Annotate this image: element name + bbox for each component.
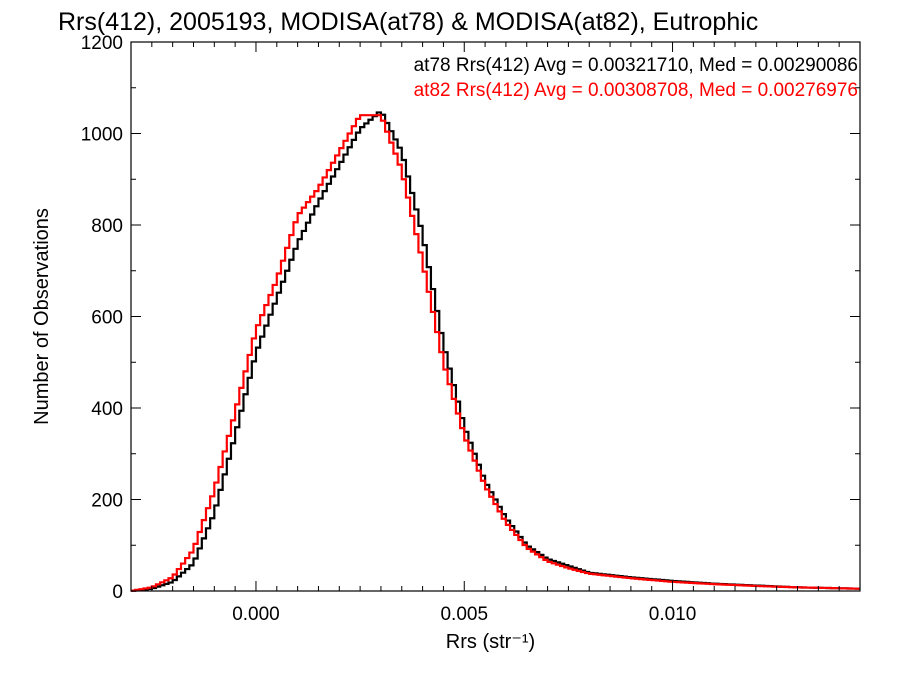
y-tick-label: 600 (91, 308, 123, 329)
series-at78-histogram (131, 111, 860, 592)
tick-layer: 0 200 400 600 800 1000 1200 0.000 0.005 0.010 (81, 33, 860, 625)
y-tick-label: 1000 (81, 125, 123, 146)
legend-entry-at78: at78 Rrs(412) Avg = 0.00321710, Med = 0.… (414, 55, 858, 76)
legend-entry-at82: at82 Rrs(412) Avg = 0.00308708, Med = 0.… (414, 80, 858, 101)
series-at82-histogram (131, 114, 860, 592)
y-tick-label: 1200 (81, 33, 123, 54)
series-layer (131, 111, 860, 592)
y-tick-label: 0 (112, 582, 123, 603)
x-tick-label: 0.000 (232, 604, 280, 625)
legend: at78 Rrs(412) Avg = 0.00321710, Med = 0.… (414, 55, 858, 101)
chart-title: Rrs(412), 2005193, MODISA(at78) & MODISA… (58, 8, 758, 36)
y-axis-label: Number of Observations (31, 208, 53, 425)
y-tick-label: 400 (91, 399, 123, 420)
plot-frame (130, 41, 861, 592)
x-tick-label: 0.010 (649, 604, 697, 625)
x-axis-label: Rrs (str⁻¹) (446, 631, 535, 653)
x-tick-label: 0.005 (440, 604, 488, 625)
y-tick-label: 200 (91, 491, 123, 512)
y-tick-label: 800 (91, 216, 123, 237)
